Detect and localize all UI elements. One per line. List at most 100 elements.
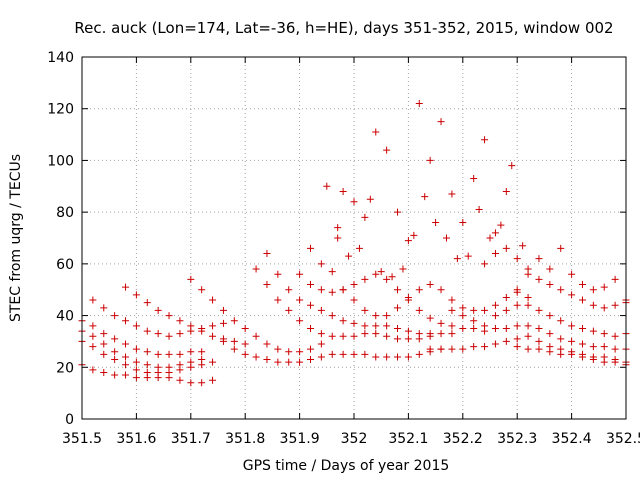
data-point: [334, 224, 342, 232]
data-point: [165, 350, 173, 358]
data-point: [111, 356, 119, 364]
data-point: [481, 306, 489, 314]
data-point: [198, 286, 206, 294]
data-point: [589, 327, 597, 335]
data-point: [339, 332, 347, 340]
data-point: [524, 322, 532, 330]
data-point: [464, 252, 472, 260]
data-point: [219, 319, 227, 327]
data-point: [470, 317, 478, 325]
data-point: [274, 296, 282, 304]
data-point: [383, 275, 391, 283]
data-point: [361, 322, 369, 330]
data-point: [372, 312, 380, 320]
data-point: [209, 358, 217, 366]
data-point: [470, 175, 478, 183]
data-point: [557, 317, 565, 325]
data-point: [285, 348, 293, 356]
x-tick-label: 351.5: [62, 431, 102, 447]
data-point: [241, 340, 249, 348]
data-point: [366, 195, 374, 203]
data-point: [383, 322, 391, 330]
data-point: [535, 337, 543, 345]
data-point: [383, 353, 391, 361]
data-point: [524, 270, 532, 278]
data-point: [415, 306, 423, 314]
data-point: [481, 322, 489, 330]
data-point: [176, 317, 184, 325]
data-point: [306, 244, 314, 252]
data-point: [100, 304, 108, 312]
data-point: [399, 265, 407, 273]
data-point: [274, 358, 282, 366]
data-point: [404, 293, 412, 301]
data-point: [350, 281, 358, 289]
data-point: [187, 275, 195, 283]
data-point: [274, 270, 282, 278]
data-point: [502, 187, 510, 195]
data-point: [285, 286, 293, 294]
data-point: [339, 350, 347, 358]
data-point: [459, 218, 467, 226]
data-point: [122, 371, 130, 379]
data-point: [100, 340, 108, 348]
data-point: [437, 319, 445, 327]
data-point: [111, 371, 119, 379]
data-point: [508, 162, 516, 170]
data-point: [535, 306, 543, 314]
data-point: [426, 156, 434, 164]
data-point: [448, 190, 456, 198]
data-point: [404, 335, 412, 343]
data-point: [404, 327, 412, 335]
data-point: [513, 286, 521, 294]
data-point: [535, 255, 543, 263]
data-point: [306, 325, 314, 332]
data-point: [426, 345, 434, 353]
data-point: [546, 330, 554, 338]
data-point: [143, 299, 151, 307]
data-point: [535, 345, 543, 353]
data-point: [377, 268, 385, 276]
data-point: [296, 296, 304, 304]
data-point: [513, 255, 521, 263]
data-point: [111, 312, 119, 320]
data-point: [546, 348, 554, 356]
data-point: [426, 281, 434, 289]
data-point: [306, 345, 314, 353]
data-point: [317, 260, 325, 268]
data-point: [350, 350, 358, 358]
y-tick-label: 80: [56, 205, 74, 221]
data-point: [426, 314, 434, 322]
data-point: [328, 268, 336, 276]
data-point: [143, 368, 151, 376]
x-tick-label: 352.4: [552, 431, 592, 447]
data-point: [415, 100, 423, 108]
data-point: [361, 275, 369, 283]
data-point: [274, 345, 282, 353]
data-point: [263, 250, 271, 258]
data-point: [491, 312, 499, 320]
data-point: [611, 332, 619, 340]
data-point: [459, 325, 467, 332]
data-point: [459, 312, 467, 320]
data-point: [89, 366, 97, 374]
data-point: [296, 358, 304, 366]
data-point: [263, 340, 271, 348]
data-point: [187, 348, 195, 356]
data-point: [578, 340, 586, 348]
data-point: [361, 330, 369, 338]
data-point: [611, 301, 619, 309]
data-point: [481, 343, 489, 351]
data-point: [100, 330, 108, 338]
data-point: [89, 343, 97, 351]
data-point: [600, 330, 608, 338]
data-point: [589, 286, 597, 294]
data-point: [486, 234, 494, 242]
data-point: [546, 265, 554, 273]
data-point: [187, 379, 195, 387]
data-point: [568, 270, 576, 278]
data-point: [481, 260, 489, 268]
data-point: [372, 270, 380, 278]
data-point: [122, 361, 130, 369]
